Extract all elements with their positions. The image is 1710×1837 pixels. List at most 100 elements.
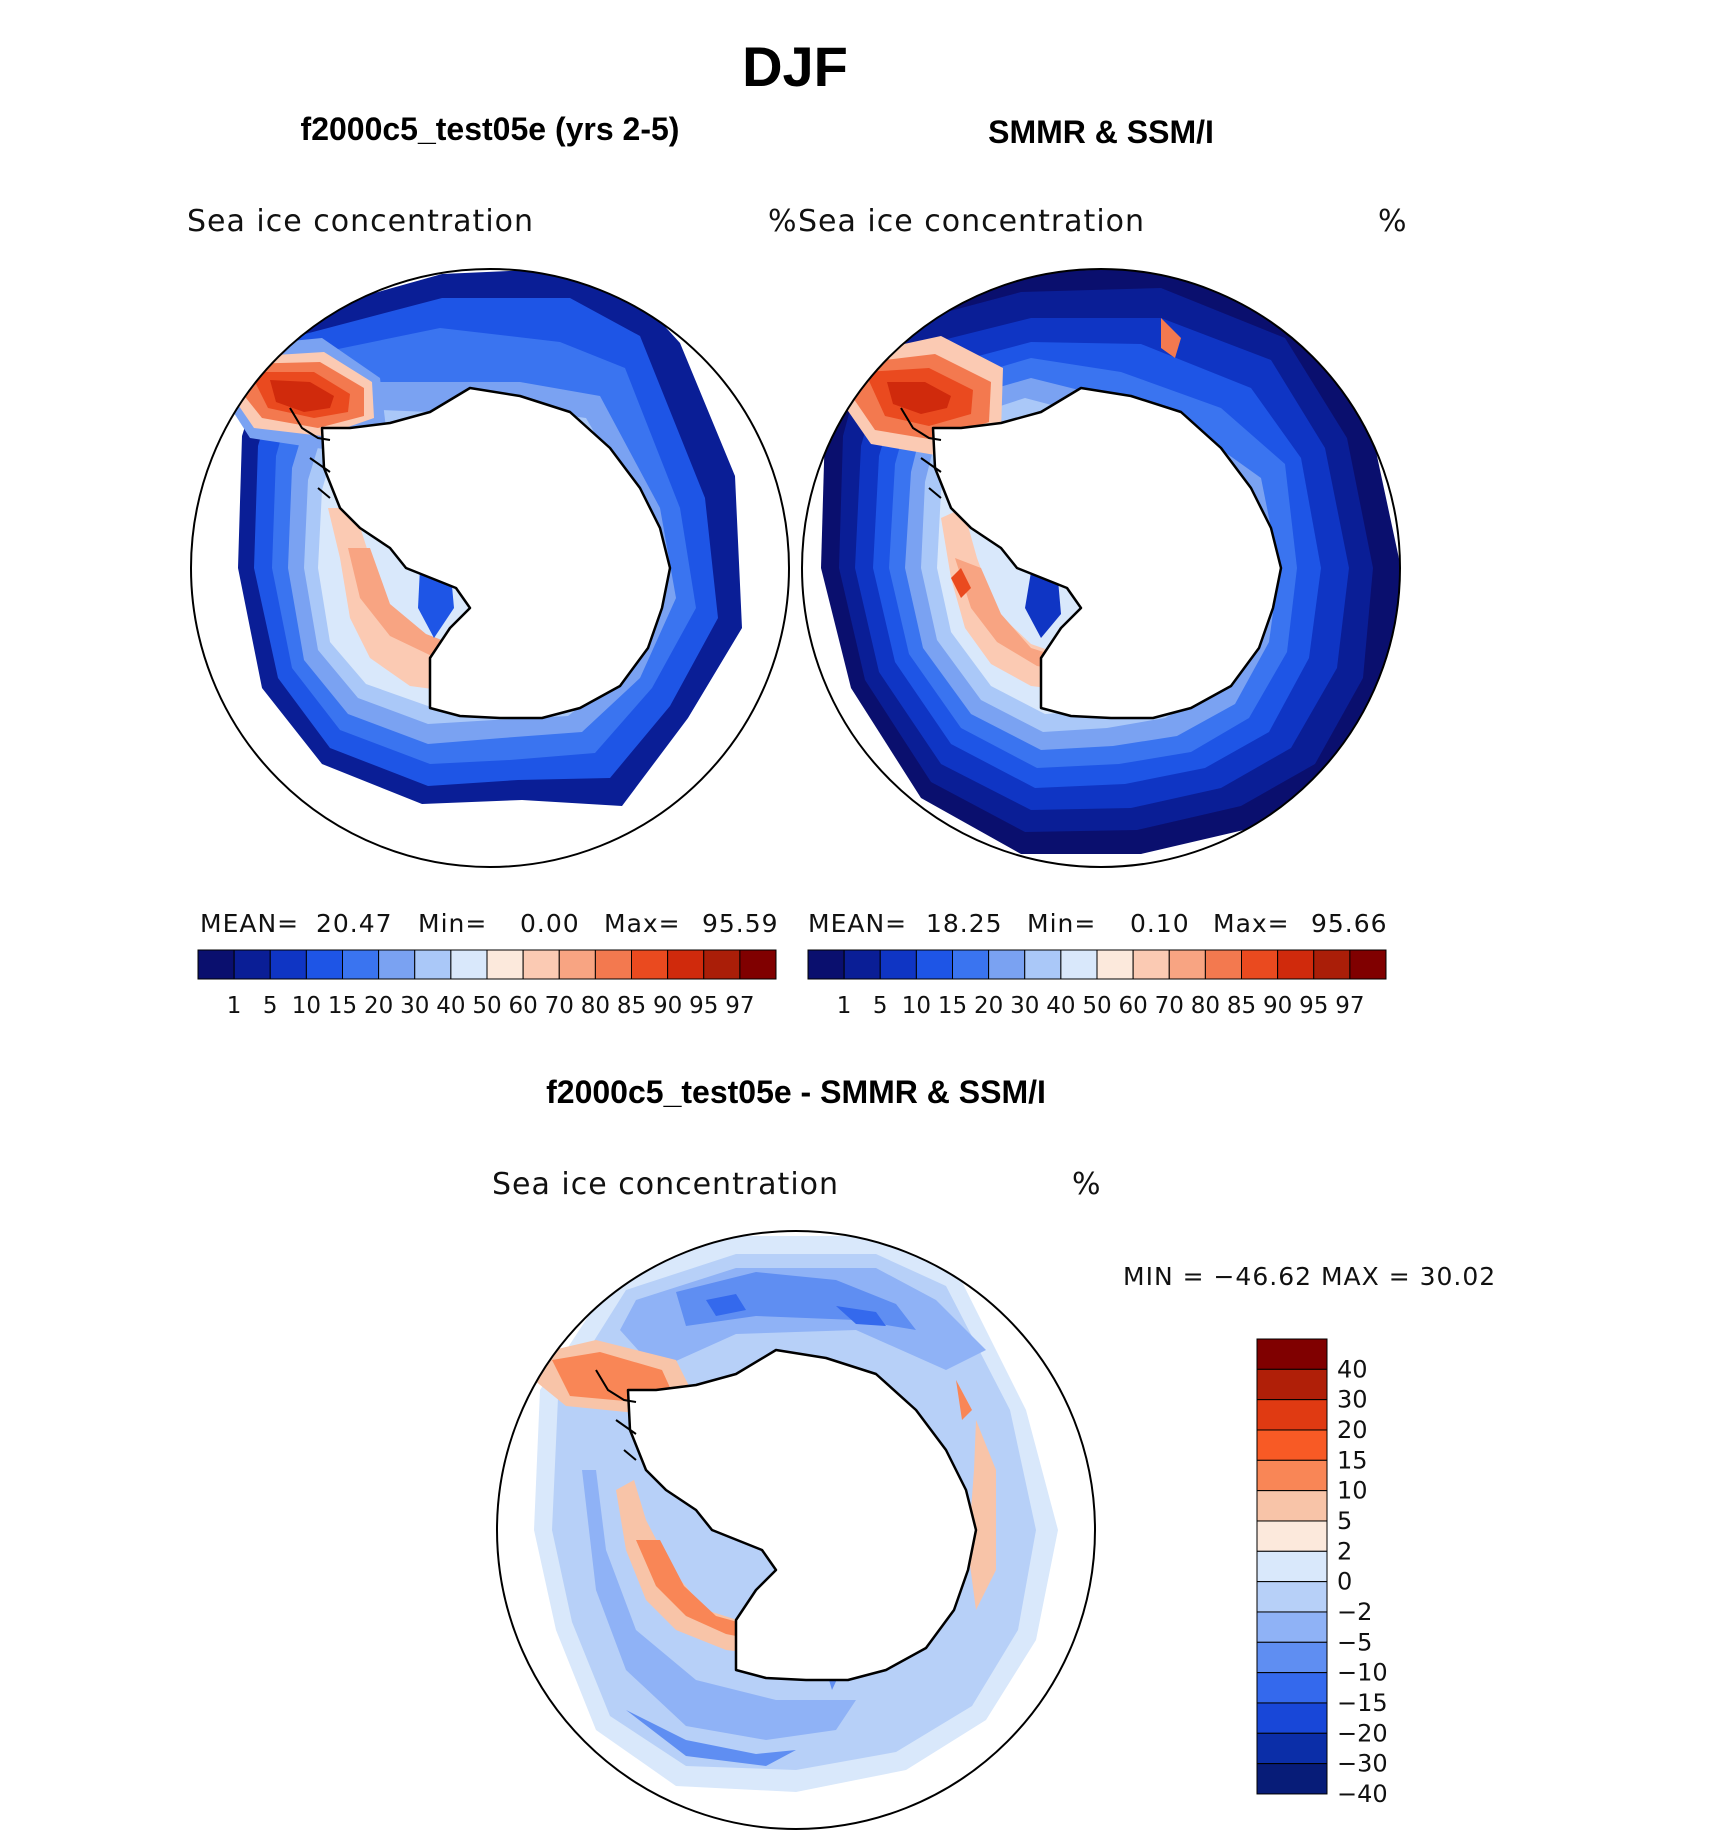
variable-label-obs: Sea ice concentration xyxy=(798,204,1145,239)
colorbar-diff-swatch xyxy=(1256,1702,1328,1734)
colorbar-obs-swatch xyxy=(1096,949,1134,980)
colorbar-model-tick-label: 80 xyxy=(581,993,610,1019)
colorbar-obs-swatch xyxy=(1349,949,1387,980)
max-label-model: Max= xyxy=(604,909,681,938)
colorbar-model-swatch xyxy=(197,949,235,980)
colorbar-obs-tick-label: 85 xyxy=(1227,993,1256,1019)
colorbar-obs-tick-label: 70 xyxy=(1155,993,1184,1019)
colorbar-diff-tick-label: 5 xyxy=(1337,1507,1352,1535)
colorbar-obs-tick-label: 10 xyxy=(902,993,931,1019)
colorbar-diff-swatch xyxy=(1256,1611,1328,1643)
colorbar-obs-tick-label: 30 xyxy=(1010,993,1039,1019)
colorbar-diff-tick-label: 15 xyxy=(1337,1446,1368,1474)
colorbar-obs-tick-label: 50 xyxy=(1082,993,1111,1019)
panel-title-obs: SMMR & SSM/I xyxy=(988,114,1214,150)
colorbar-obs-swatch xyxy=(952,949,990,980)
colorbar-model-tick-label: 5 xyxy=(263,993,278,1019)
colorbar-obs-swatch xyxy=(1313,949,1351,980)
map-obs xyxy=(801,268,1401,868)
colorbar-obs: 1 5 10 15 20 30 40 50 60 70 80 85 90 95 97 xyxy=(807,949,1387,1019)
colorbar-obs-tick-label: 15 xyxy=(938,993,967,1019)
colorbar-obs-swatch xyxy=(1024,949,1062,980)
antarctica-obs xyxy=(931,386,1283,720)
colorbar-obs-swatch xyxy=(807,949,845,980)
colorbar-diff-swatch xyxy=(1256,1732,1328,1765)
colorbar-diff-swatch xyxy=(1256,1641,1328,1674)
units-label-model: % xyxy=(768,204,798,239)
min-label-obs: Min= xyxy=(1027,909,1096,938)
colorbar-model-tick-label: 97 xyxy=(725,993,754,1019)
colorbar-model-tick-label: 15 xyxy=(328,993,357,1019)
colorbar-diff-swatch xyxy=(1256,1459,1328,1492)
map-boundary-obs xyxy=(801,268,1401,868)
colorbar-model-swatch xyxy=(269,949,307,980)
colorbar-obs-tick-label: 40 xyxy=(1046,993,1075,1019)
colorbar-diff-swatch xyxy=(1256,1520,1328,1552)
stats-model: MEAN= 20.47 Min= 0.00 Max= 95.59 xyxy=(200,909,779,938)
colorbar-diff-swatch xyxy=(1256,1399,1328,1431)
colorbar-model-tick-label: 60 xyxy=(508,993,537,1019)
max-label-obs: Max= xyxy=(1213,909,1290,938)
colorbar-diff-tick-label: −2 xyxy=(1337,1598,1372,1626)
colorbar-obs-swatch xyxy=(915,949,953,980)
colorbar-diff-tick-label: −15 xyxy=(1337,1689,1388,1717)
map-boundary-model xyxy=(190,268,790,868)
colorbar-model-tick-label: 50 xyxy=(472,993,501,1019)
colorbar-obs-swatch xyxy=(988,949,1026,980)
panel-title-model: f2000c5_test05e (yrs 2-5) xyxy=(301,111,680,147)
colorbar-model-swatch xyxy=(739,949,777,980)
variable-label-model: Sea ice concentration xyxy=(187,204,534,239)
colorbar-model-swatch xyxy=(233,949,271,980)
colorbar-model: 1 5 10 15 20 30 40 50 60 70 80 85 90 95 97 xyxy=(197,949,777,1019)
colorbar-diff-swatch xyxy=(1256,1429,1328,1461)
min-value-model: 0.00 xyxy=(520,909,580,938)
colorbar-obs-tick-label: 5 xyxy=(873,993,888,1019)
colorbar-diff-tick-label: 20 xyxy=(1337,1416,1368,1444)
colorbar-diff-swatch xyxy=(1256,1550,1328,1583)
min-value-obs: 0.10 xyxy=(1130,909,1190,938)
colorbar-model-tick-label: 85 xyxy=(617,993,646,1019)
colorbar-obs-swatch xyxy=(1132,949,1170,980)
colorbar-obs-swatch xyxy=(879,949,917,980)
colorbar-model-swatch xyxy=(486,949,524,980)
max-value-obs: 95.66 xyxy=(1311,909,1388,938)
min-label-model: Min= xyxy=(418,909,487,938)
colorbar-model-swatch xyxy=(703,949,741,980)
colorbar-diff-swatch xyxy=(1256,1581,1328,1613)
colorbar-obs-swatch xyxy=(1168,949,1206,980)
colorbar-diff-tick-label: 40 xyxy=(1337,1355,1368,1383)
ice-field-model xyxy=(191,269,789,867)
colorbar-model-swatch xyxy=(594,949,632,980)
colorbar-diff-tick-label: 30 xyxy=(1337,1386,1368,1414)
colorbar-model-swatch xyxy=(631,949,669,980)
mean-label-obs: MEAN= xyxy=(808,909,907,938)
colorbar-model-tick-label: 40 xyxy=(436,993,465,1019)
colorbar-obs-swatch xyxy=(1277,949,1315,980)
antarctica-diff xyxy=(626,1348,978,1682)
colorbar-diff-tick-label: −5 xyxy=(1337,1628,1372,1656)
colorbar-model-tick-label: 30 xyxy=(400,993,429,1019)
map-model xyxy=(190,268,790,868)
colorbar-obs-swatch xyxy=(1204,949,1242,980)
stats-obs: MEAN= 18.25 Min= 0.10 Max= 95.66 xyxy=(808,909,1388,938)
colorbar-model-swatch xyxy=(667,949,705,980)
colorbar-model-swatch xyxy=(558,949,596,980)
colorbar-obs-tick-label: 90 xyxy=(1263,993,1292,1019)
max-value-model: 95.59 xyxy=(702,909,779,938)
colorbar-obs-tick-label: 20 xyxy=(974,993,1003,1019)
mean-value-model: 20.47 xyxy=(316,909,393,938)
antarctica-model xyxy=(320,386,672,720)
variable-label-diff: Sea ice concentration xyxy=(492,1167,839,1202)
colorbar-model-tick-label: 70 xyxy=(545,993,574,1019)
units-label-obs: % xyxy=(1378,204,1408,239)
colorbar-diff-tick-label: −30 xyxy=(1337,1750,1388,1778)
colorbar-diff-tick-label: 0 xyxy=(1337,1568,1352,1596)
colorbar-model-swatch xyxy=(522,949,560,980)
colorbar-diff-swatch xyxy=(1256,1490,1328,1522)
colorbar-model-tick-label: 90 xyxy=(653,993,682,1019)
colorbar-obs-swatch xyxy=(1060,949,1098,980)
colorbar-diff-tick-label: 10 xyxy=(1337,1477,1368,1505)
colorbar-model-tick-label: 10 xyxy=(292,993,321,1019)
